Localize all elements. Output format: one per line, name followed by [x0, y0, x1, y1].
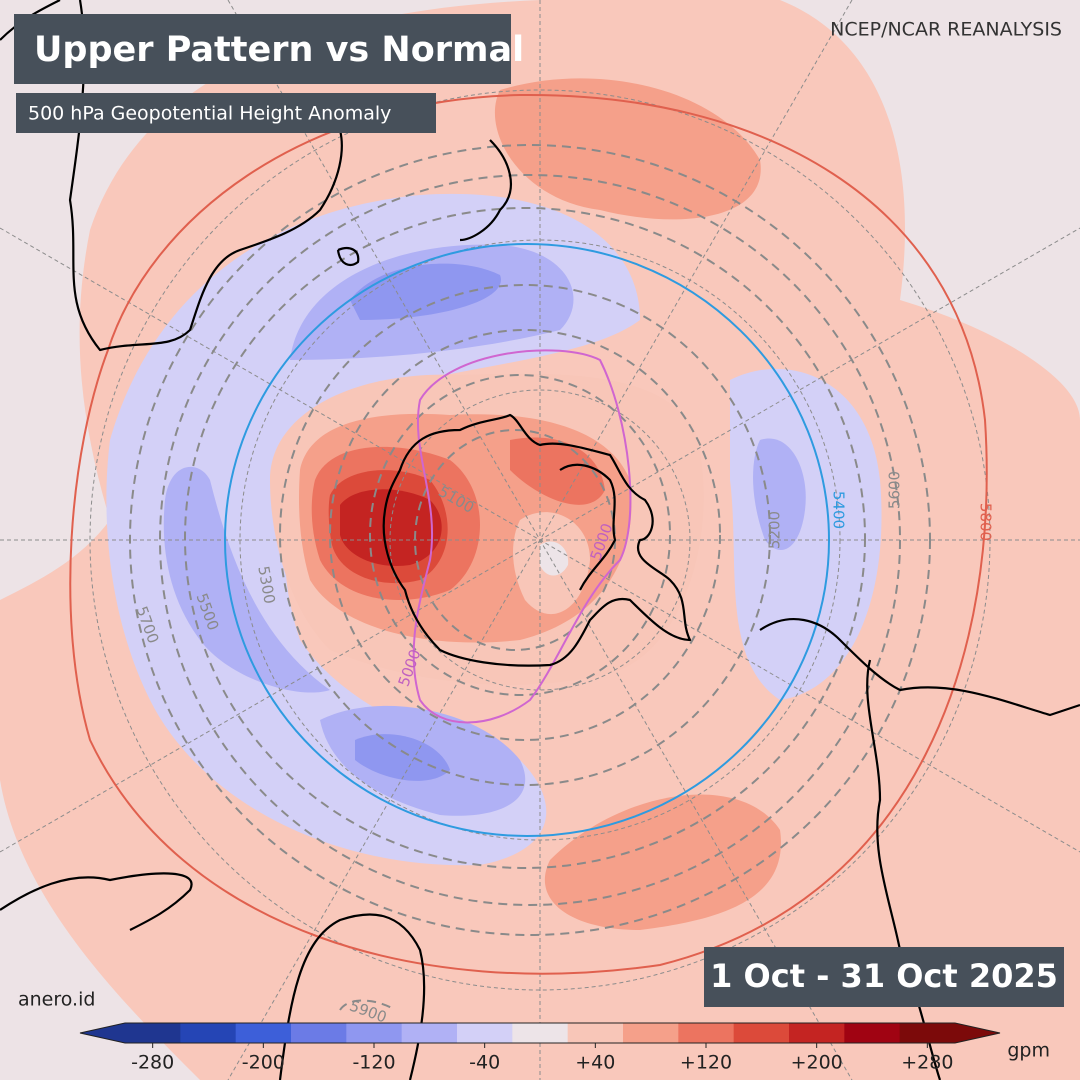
colorbar-arrow	[80, 1023, 125, 1043]
title-box	[14, 14, 511, 84]
colorbar-arrow	[955, 1023, 1000, 1043]
height-contours	[69, 93, 988, 1011]
source: NCEP/NCAR REANALYSIS	[830, 19, 1062, 41]
subtitle-box	[16, 93, 436, 133]
colorbar-segment	[291, 1023, 347, 1043]
colorbar-segment	[844, 1023, 901, 1043]
colorbar-unit: gpm	[1007, 1040, 1050, 1062]
colorbar-segment	[733, 1023, 790, 1043]
contour-label: 5800	[977, 503, 995, 541]
colorbar-tick-label: +200	[791, 1052, 843, 1074]
colorbar-segment	[899, 1023, 956, 1043]
colorbar-segment	[125, 1023, 181, 1043]
colorbar-outline	[79, 1022, 1001, 1044]
credit: anero.id	[18, 989, 95, 1011]
colorbar-segment	[678, 1023, 735, 1043]
colorbar-segment	[346, 1023, 403, 1043]
colorbar-tick-label: -200	[242, 1052, 285, 1074]
colorbar-segment	[180, 1023, 237, 1043]
colorbar-tick-label: +280	[901, 1052, 953, 1074]
colorbar-segment	[457, 1023, 513, 1043]
period-box	[704, 947, 1064, 1007]
colorbar-segment	[512, 1023, 569, 1043]
colorbar-segment	[567, 1023, 624, 1043]
contour-label: 5400	[830, 491, 848, 529]
colorbar-tick-label: -40	[469, 1052, 500, 1074]
colorbar-segment	[401, 1023, 458, 1043]
colorbar-segment	[235, 1023, 292, 1043]
contour-label: 5200	[766, 511, 784, 549]
subtitle: 500 hPa Geopotential Height Anomaly	[28, 103, 391, 125]
colorbar-tick-label: -280	[131, 1052, 174, 1074]
period: 1 Oct - 31 Oct 2025	[710, 957, 1058, 995]
colorbar-segment	[789, 1023, 845, 1043]
colorbar: -280 -200 -120 -40 +40 +120 +200 +280	[79, 1022, 1001, 1074]
contour-label: 5600	[886, 471, 904, 509]
colorbar-tick-label: +120	[680, 1052, 732, 1074]
colorbar-tick-label: +40	[575, 1052, 615, 1074]
colorbar-tick-label: -120	[352, 1052, 395, 1074]
title: Upper Pattern vs Normal	[34, 30, 524, 70]
colorbar-segment	[623, 1023, 679, 1043]
